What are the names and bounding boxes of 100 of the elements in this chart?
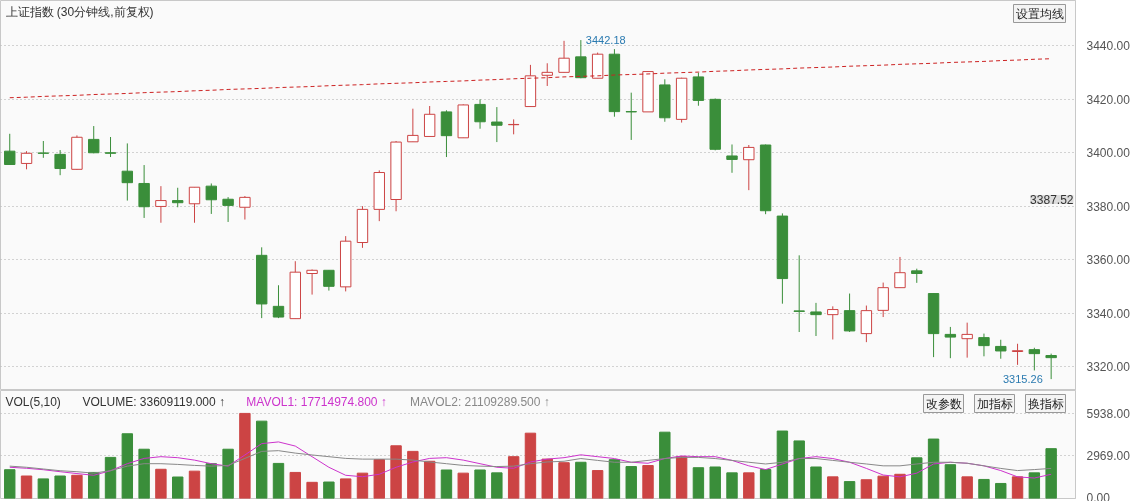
y-tick-label: 3380.00	[1086, 199, 1131, 214]
bar	[306, 481, 318, 499]
bar	[927, 438, 940, 499]
text: MAVOL2: 21109289.500 ↑	[410, 394, 550, 409]
y-tick-label: 3320.00	[1086, 359, 1131, 374]
bar	[188, 470, 201, 499]
bar	[692, 467, 705, 499]
annotation: 改参数	[925, 396, 962, 411]
bar	[743, 472, 755, 499]
bar	[54, 475, 66, 499]
candlestick	[104, 136, 117, 158]
y-tick-label: 3360.00	[1086, 253, 1131, 268]
line-series	[9, 441, 1052, 479]
bar	[4, 469, 16, 499]
candlestick	[205, 182, 218, 215]
line-series	[9, 58, 1052, 99]
candlestick	[743, 144, 755, 191]
candlestick	[1011, 343, 1024, 366]
bar	[1028, 472, 1041, 499]
bar	[423, 460, 436, 499]
candlestick	[507, 118, 520, 135]
candlestick	[306, 268, 318, 296]
bar	[591, 470, 604, 499]
y-tick-label: 5938.00	[1086, 406, 1131, 421]
line-series	[9, 450, 1052, 474]
bar	[995, 482, 1007, 499]
bar	[659, 431, 671, 499]
bar	[390, 445, 402, 499]
bar	[407, 450, 419, 499]
bar	[642, 465, 654, 499]
bar	[541, 458, 553, 499]
candlestick	[491, 106, 503, 143]
bar	[255, 420, 268, 499]
candlestick	[726, 143, 738, 174]
bar	[356, 472, 369, 499]
bar	[104, 456, 117, 499]
bar	[491, 472, 503, 499]
y-tick-label: 3340.00	[1086, 306, 1131, 321]
bar	[978, 478, 990, 499]
bar	[172, 476, 184, 499]
candlestick	[625, 92, 637, 141]
annotation: 3315.26	[1002, 373, 1043, 386]
candlestick	[810, 302, 822, 337]
candlestick	[877, 282, 889, 318]
chart-title: VOL(5,10)	[5, 394, 61, 409]
annotation: 换指标	[1027, 396, 1064, 411]
text: MAVOL1: 17714974.800 ↑	[246, 394, 387, 409]
bar	[373, 459, 385, 499]
bar	[793, 440, 805, 499]
annotation: 加指标	[976, 396, 1013, 411]
bar	[507, 456, 520, 499]
candlestick	[944, 326, 957, 359]
bar	[877, 475, 889, 499]
bar	[457, 472, 469, 499]
bar	[944, 464, 957, 499]
y-tick-label: 2969.00	[1086, 449, 1131, 464]
bar	[625, 466, 637, 499]
candlestick	[575, 39, 587, 79]
bar	[961, 476, 973, 499]
bar	[810, 466, 822, 499]
candlestick	[188, 186, 201, 224]
candlestick	[1045, 353, 1057, 380]
annotation: 3387.52	[1030, 192, 1074, 207]
candlestick	[440, 109, 453, 158]
y-tick-label: 3420.00	[1086, 92, 1131, 107]
y-tick-label: 3440.00	[1086, 39, 1131, 54]
bar	[289, 471, 301, 499]
candlestick	[860, 305, 873, 343]
candlestick	[121, 142, 134, 202]
candlestick	[172, 187, 184, 208]
candlestick	[793, 254, 805, 333]
candlestick	[4, 133, 16, 166]
candlestick	[155, 185, 167, 224]
candlestick	[239, 195, 251, 221]
bar	[71, 474, 83, 499]
bar	[1045, 448, 1057, 499]
bar	[1011, 476, 1024, 499]
bar	[894, 473, 906, 499]
bar	[121, 433, 134, 499]
bar	[709, 466, 721, 499]
bar	[155, 468, 167, 499]
y-tick-label: 0.00	[1086, 490, 1111, 501]
candlestick	[138, 164, 150, 219]
bar	[138, 448, 150, 499]
candlestick	[558, 40, 570, 73]
candlestick	[978, 333, 990, 357]
candlestick	[961, 322, 973, 359]
bar	[339, 478, 352, 499]
bar	[860, 479, 873, 499]
bar	[239, 412, 251, 499]
candlestick	[827, 305, 839, 340]
candlestick	[1028, 347, 1041, 371]
candlestick	[995, 339, 1007, 360]
bar	[524, 432, 537, 499]
candlestick	[407, 108, 419, 143]
bar	[440, 469, 453, 499]
bar	[759, 469, 772, 499]
bar	[827, 476, 839, 499]
bar	[776, 430, 789, 499]
bar	[843, 481, 856, 499]
